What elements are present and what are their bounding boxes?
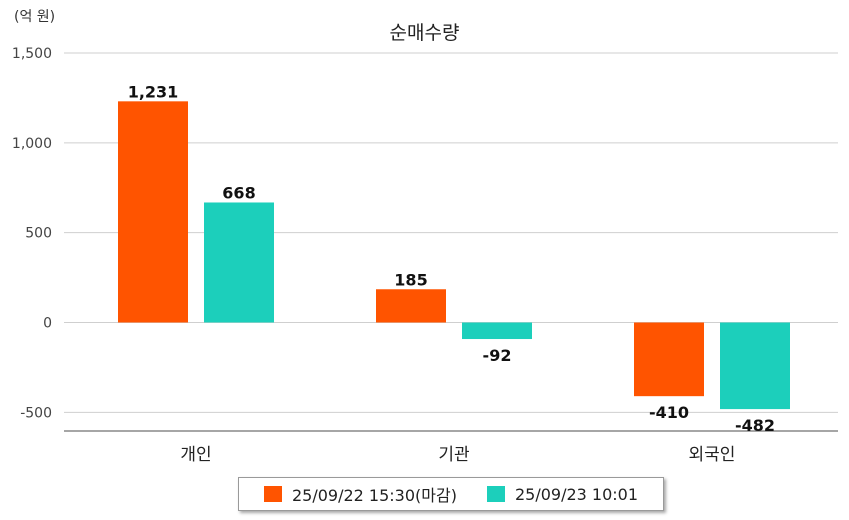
x-tick-label: 개인: [180, 445, 211, 465]
legend-item-series-2[interactable]: 25/09/23 10:01: [486, 484, 639, 504]
chart-title: 순매수량: [389, 22, 460, 44]
legend-item-series-1[interactable]: 25/09/22 15:30(마감): [263, 482, 457, 506]
x-tick-label: 외국인: [689, 445, 736, 465]
y-tick-label: 0: [43, 316, 52, 332]
y-axis-unit-label: (억 원): [14, 9, 56, 25]
bar-value-label: -92: [483, 346, 512, 365]
y-tick-label: 1,000: [12, 136, 52, 152]
y-tick-label: -500: [20, 405, 52, 421]
bar-1-2[interactable]: [376, 289, 446, 323]
bar-2-2[interactable]: [462, 322, 532, 340]
bar-2-1[interactable]: [204, 202, 274, 323]
bar-1-1[interactable]: [118, 101, 188, 323]
chart-legend: 25/09/22 15:30(마감) 25/09/23 10:01: [238, 477, 664, 511]
bar-1-3[interactable]: [634, 322, 704, 397]
y-tick-label: 1,500: [12, 46, 52, 62]
legend-label-series-2: 25/09/23 10:01: [514, 484, 639, 504]
y-tick-label: 500: [25, 226, 52, 242]
legend-swatch-series-1: [263, 486, 282, 502]
bar-value-label: -482: [735, 416, 775, 435]
bar-value-label: 1,231: [128, 82, 179, 101]
bar-value-label: 668: [222, 183, 255, 202]
bar-value-label: -410: [649, 403, 689, 422]
bar-2-3[interactable]: [720, 322, 790, 410]
legend-swatch-series-2: [486, 486, 505, 502]
x-tick-label: 기관: [438, 445, 469, 465]
bar-value-label: 185: [394, 270, 427, 289]
legend-label-series-1: 25/09/22 15:30(마감): [291, 486, 457, 505]
